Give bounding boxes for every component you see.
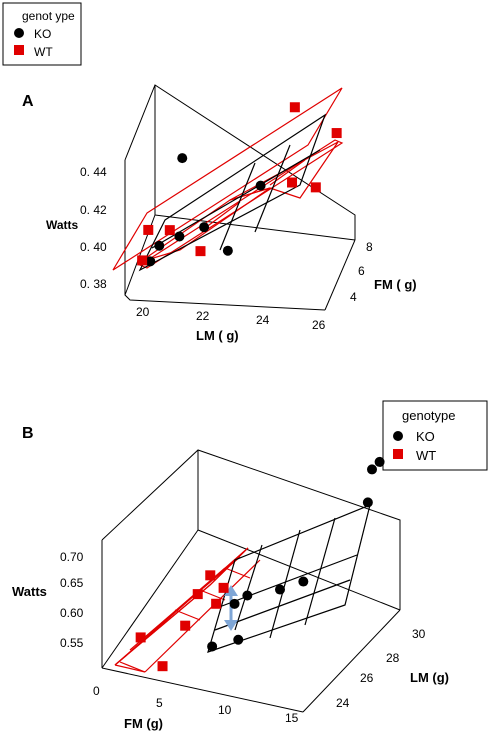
panel-b-label: B — [22, 425, 34, 442]
legend-a-ko-label: KO — [34, 27, 51, 41]
difference-arrow — [224, 585, 238, 631]
y-tick-b-4: 24 — [336, 696, 350, 710]
panel-b: genotype KO WT B 0.70 0.65 0.60 0.55 0 5… — [12, 400, 488, 731]
x-axis-b-label: FM (g) — [124, 716, 163, 731]
legend-b: genotype KO WT — [382, 400, 488, 471]
z-axis-a-label: Watts — [46, 218, 79, 232]
box-b-back-floor — [197, 529, 401, 611]
point-wt — [157, 661, 168, 672]
plane-b-wt — [114, 547, 261, 673]
point-ko — [362, 497, 373, 508]
point-wt — [180, 620, 191, 631]
box-a-floor-right — [324, 239, 356, 311]
difference-arrow-head-down — [224, 620, 238, 631]
point-wt — [205, 570, 216, 581]
point-ko — [255, 180, 266, 191]
y-tick-b-2: 28 — [386, 651, 400, 665]
point-ko — [367, 464, 377, 475]
x-tick-a-2: 22 — [196, 309, 210, 323]
point-ko — [154, 240, 165, 251]
box-b-floor-left — [101, 529, 199, 669]
legend-b-wt-label: WT — [416, 448, 436, 463]
z-tick-a-4: 0. 38 — [80, 277, 107, 291]
points-b — [135, 456, 385, 672]
y-tick-b-3: 26 — [360, 671, 374, 685]
point-wt — [164, 225, 175, 236]
difference-arrow-head-up — [224, 585, 238, 596]
z-axis-b-label: Watts — [12, 584, 47, 599]
point-wt — [143, 224, 154, 235]
legend-b-ko-label: KO — [416, 429, 435, 444]
point-ko — [145, 256, 156, 267]
point-ko — [229, 598, 240, 609]
box-a-floor-front — [124, 160, 326, 311]
legend-a-ko-marker — [14, 28, 24, 38]
point-wt — [137, 255, 148, 266]
point-ko — [222, 245, 233, 256]
point-ko — [199, 222, 210, 233]
planes-a — [112, 87, 344, 272]
legend-b-wt-marker — [393, 449, 403, 459]
box-b-floor-right — [302, 609, 401, 713]
point-ko — [174, 231, 185, 242]
x-tick-b-4: 15 — [285, 711, 299, 725]
y-tick-a-2: 6 — [358, 264, 365, 278]
z-tick-b-4: 0.55 — [60, 636, 84, 650]
y-axis-b-label: LM (g) — [410, 670, 449, 685]
point-wt — [192, 589, 203, 600]
box-b — [101, 449, 401, 713]
z-tick-a-1: 0. 44 — [80, 165, 107, 179]
box-a-back-floor — [154, 214, 356, 241]
z-tick-b-1: 0.70 — [60, 550, 84, 564]
box-a-back — [124, 84, 356, 240]
legend-b-title: genotype — [402, 408, 456, 423]
point-ko — [207, 641, 218, 652]
point-wt — [195, 246, 206, 257]
box-a — [124, 84, 356, 311]
z-tick-b-2: 0.65 — [60, 576, 84, 590]
x-tick-b-2: 5 — [156, 696, 163, 710]
y-axis-a-label: FM ( g) — [374, 277, 417, 292]
x-tick-a-3: 24 — [256, 313, 270, 327]
point-wt — [287, 177, 298, 188]
z-tick-a-2: 0. 42 — [80, 203, 107, 217]
point-wt — [135, 632, 146, 643]
points-a — [137, 102, 342, 267]
point-ko — [275, 584, 285, 595]
point-ko — [177, 153, 188, 164]
legend-a-wt-label: WT — [34, 45, 53, 59]
ticks-b: 0.70 0.65 0.60 0.55 0 5 10 15 30 28 26 2… — [12, 550, 449, 731]
legend-a-title: genot ype — [22, 9, 75, 23]
point-wt — [211, 598, 222, 609]
point-wt — [289, 102, 300, 113]
y-tick-a-1: 8 — [366, 240, 373, 254]
z-tick-a-3: 0. 40 — [80, 240, 107, 254]
point-ko — [374, 456, 385, 467]
plane-b-ko — [207, 503, 371, 653]
legend-a-wt-marker — [14, 45, 24, 55]
legend-a: genot ype KO WT — [2, 2, 82, 66]
y-tick-b-1: 30 — [412, 627, 426, 641]
x-tick-b-3: 10 — [218, 703, 232, 717]
panel-a: genot ype KO WT A 0. 44 0. 42 0. 40 0. 3… — [2, 2, 417, 343]
ticks-a: 0. 44 0. 42 0. 40 0. 38 20 22 24 26 8 6 … — [46, 165, 417, 343]
x-tick-b-1: 0 — [93, 684, 100, 698]
panel-a-label: A — [22, 93, 34, 110]
point-ko — [242, 590, 253, 601]
box-b-floor-front — [101, 667, 304, 713]
point-ko — [298, 576, 309, 587]
box-b-back — [101, 449, 401, 610]
point-ko — [233, 634, 244, 645]
y-tick-a-3: 4 — [350, 290, 357, 304]
z-tick-b-3: 0.60 — [60, 606, 84, 620]
x-tick-a-4: 26 — [312, 318, 326, 332]
legend-b-ko-marker — [393, 431, 403, 441]
point-wt — [331, 128, 342, 139]
x-tick-a-1: 20 — [136, 305, 150, 319]
point-wt — [218, 582, 229, 593]
planes-b — [114, 503, 371, 673]
x-axis-a-label: LM ( g) — [196, 328, 239, 343]
point-wt — [310, 182, 321, 193]
